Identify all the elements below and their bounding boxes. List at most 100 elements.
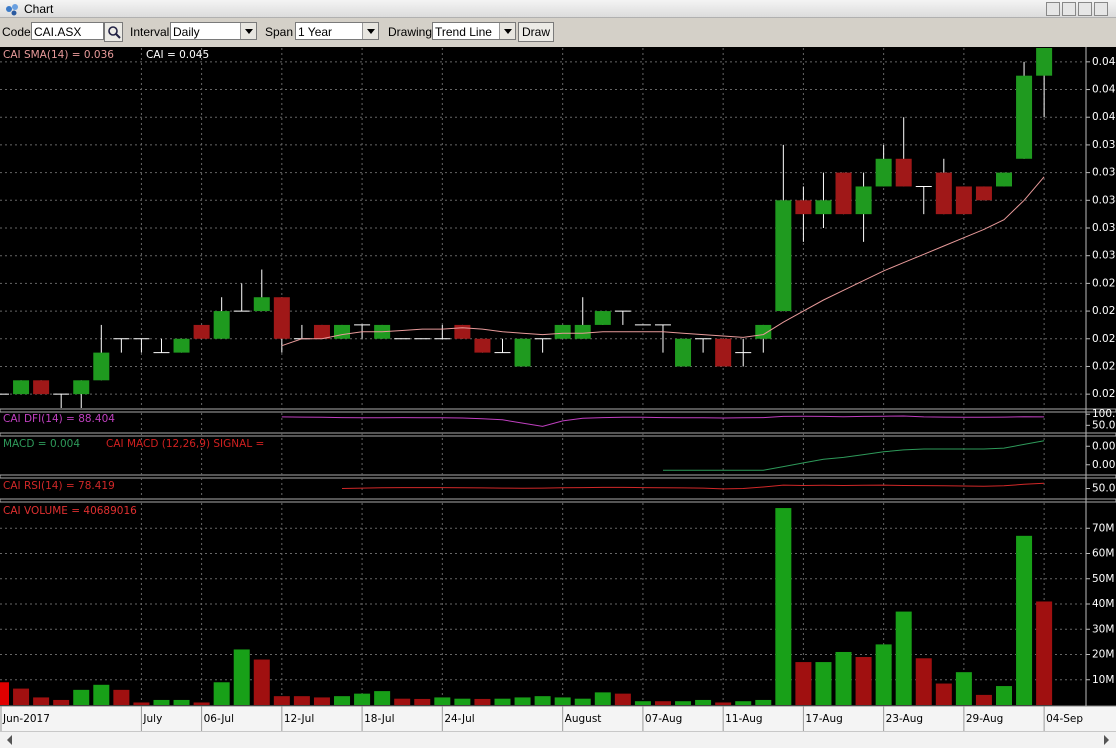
x-tick-label: 24-Jul [444, 713, 474, 725]
panel-separators [0, 408, 1116, 503]
volume-bar [634, 701, 651, 705]
interval-select[interactable]: Daily [170, 22, 257, 40]
scroll-right[interactable] [1104, 735, 1114, 745]
x-tick-label: 07-Aug [645, 713, 682, 725]
y-tick-label: 10M [1092, 674, 1114, 686]
span-select[interactable]: 1 Year [295, 22, 379, 40]
volume-bar [915, 658, 932, 705]
separator [0, 432, 1116, 437]
candle-body [93, 352, 110, 381]
plot: 0.020 0.022 0.024 0.026 0.028 0.030 0.032 0.034… [0, 48, 1116, 731]
interval-label: Interval [130, 25, 170, 39]
candle-body [253, 297, 270, 312]
volume-bar [93, 684, 110, 705]
candle-body [594, 311, 611, 325]
volume-bar [253, 659, 270, 705]
y-tick-label: 60M [1092, 548, 1114, 560]
candle-body [1016, 75, 1033, 159]
volume-bar [173, 699, 190, 705]
volume-bar [955, 672, 972, 705]
volume-bar [434, 697, 451, 705]
title-bar: Chart [0, 0, 1116, 18]
volume-bar [775, 508, 792, 705]
scrollbar[interactable] [0, 731, 1116, 748]
volume-bar [594, 692, 611, 705]
volume-bar [113, 689, 130, 705]
y-tick-label: 0.032 [1092, 222, 1116, 234]
code-label: Code [2, 25, 31, 39]
volume-bar [273, 696, 290, 705]
volume-bar [133, 702, 150, 705]
volume-bar [815, 662, 832, 705]
dropdown-arrow [362, 23, 378, 39]
y-tick-label: 0.040 [1092, 111, 1116, 123]
chart-background [0, 47, 1116, 706]
volume-bar [33, 697, 50, 705]
candle-body [835, 172, 852, 215]
x-tick-label: July [142, 713, 162, 725]
y-tick-label: 0.036 [1092, 167, 1116, 179]
volume-bar [514, 697, 531, 705]
candle-body [33, 380, 50, 395]
legend-label: CAI VOLUME = 40689016 [3, 505, 137, 517]
x-tick-label: 29-Aug [966, 713, 1003, 725]
drawing-select[interactable]: Trend Line [432, 22, 516, 40]
candle-body [775, 200, 792, 312]
candle-body [273, 297, 290, 339]
volume-bar [614, 693, 631, 705]
volume-bar [494, 698, 511, 705]
close-button[interactable] [1094, 2, 1108, 16]
code-input[interactable]: CAI.ASX [31, 22, 104, 40]
candle-body [334, 324, 351, 339]
x-axis-strip [0, 706, 1116, 731]
y-tick-label: 0.022 [1092, 360, 1116, 372]
settings-button[interactable] [1062, 2, 1076, 16]
dropdown-arrow [240, 23, 256, 39]
y-tick-label: 0.030 [1092, 250, 1116, 262]
volume-bar [374, 691, 391, 705]
span-value: 1 Year [298, 25, 333, 39]
candle-body [193, 324, 210, 339]
candle-body [935, 172, 952, 215]
candle-body [795, 200, 812, 215]
volume-bar [675, 701, 692, 705]
x-tick-label: 12-Jul [284, 713, 314, 725]
indicator-line [663, 440, 1045, 471]
volume-bar [233, 649, 250, 705]
volume-bar [534, 696, 551, 705]
volume-bar [755, 699, 772, 705]
volume-bar [654, 701, 671, 705]
pin-button[interactable] [1046, 2, 1060, 16]
volume-bar [715, 702, 732, 705]
app-icon [6, 4, 18, 16]
candle-body [855, 186, 872, 215]
x-tick-label: Jun-2017 [2, 713, 50, 725]
candle-body [955, 186, 972, 215]
candle-body [1036, 48, 1053, 76]
draw-button[interactable]: Draw [518, 22, 554, 42]
y-tick-label: 0.044 [1092, 56, 1116, 68]
indicator-line [281, 415, 1045, 427]
restore-button[interactable] [1078, 2, 1092, 16]
candle-body [514, 338, 531, 367]
y-tick-label: 100.00 [1092, 408, 1116, 420]
volume-bar [13, 688, 30, 705]
y-tick-label: 0.024 [1092, 333, 1116, 345]
y-tick-label: 0.028 [1092, 277, 1116, 289]
span-label: Span [265, 25, 294, 39]
candle-body [895, 158, 912, 187]
y-tick-label: 70M [1092, 522, 1114, 534]
candle-body [675, 338, 692, 367]
y-tick-label: 0.003 [1092, 440, 1116, 452]
y-tick-label: 50.00 [1092, 483, 1116, 495]
volume-bar [695, 699, 712, 705]
y-tick-label: 40M [1092, 598, 1114, 610]
dropdown-arrow [499, 23, 515, 39]
scroll-left[interactable] [2, 735, 12, 745]
volume-bar [293, 696, 310, 705]
search-button[interactable] [104, 22, 123, 42]
volume-bar [574, 698, 591, 705]
x-tick-label: 18-Jul [364, 713, 394, 725]
volume-bar [975, 694, 992, 705]
